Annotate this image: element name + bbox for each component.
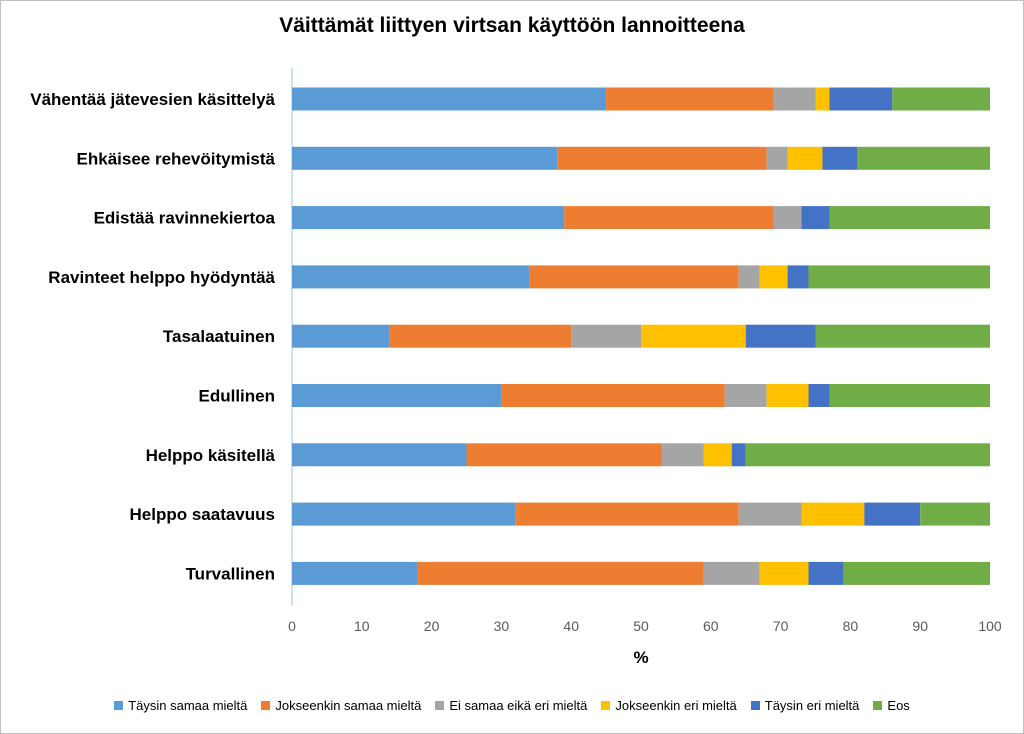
legend-label: Jokseenkin eri mieltä — [615, 698, 737, 713]
legend-swatch — [435, 701, 445, 710]
bar-segment — [892, 87, 990, 111]
category-label: Helppo saatavuus — [130, 505, 276, 524]
legend-label: Jokseenkin samaa mieltä — [275, 698, 422, 713]
legend-label: Täysin samaa mieltä — [128, 698, 248, 713]
x-tick-label: 20 — [424, 618, 440, 634]
bar-segment — [815, 324, 990, 348]
category-label: Edistää ravinnekiertoa — [94, 209, 276, 228]
bar-segment — [703, 443, 732, 467]
bar-segment — [557, 146, 767, 170]
legend-item: Ei samaa eikä eri mieltä — [435, 698, 587, 713]
x-tick-label: 100 — [978, 618, 1002, 634]
bar-segment — [529, 265, 739, 289]
bar-segment — [808, 265, 990, 289]
bar-segment — [466, 443, 662, 467]
bar-segment — [571, 324, 641, 348]
legend-swatch — [601, 701, 611, 710]
legend-item: Jokseenkin samaa mieltä — [261, 698, 421, 713]
x-axis-title: % — [633, 648, 648, 667]
bar-segment — [787, 265, 809, 289]
category-label: Ehkäisee rehevöitymistä — [77, 149, 276, 168]
x-tick-label: 30 — [494, 618, 510, 634]
bar-segment — [724, 384, 767, 407]
bar-segment — [292, 443, 467, 467]
bar-segment — [843, 561, 990, 585]
bar-segment — [292, 561, 418, 585]
x-tick-label: 40 — [563, 618, 579, 634]
bar-segment — [808, 384, 830, 407]
x-tick-label: 60 — [703, 618, 719, 634]
bar-segment — [773, 87, 816, 111]
category-label: Tasalaatuinen — [163, 327, 275, 346]
x-tick-label: 70 — [773, 618, 789, 634]
bar-segment — [829, 206, 990, 230]
bar-segment — [759, 561, 809, 585]
bar-segment — [292, 502, 516, 526]
bar-segment — [292, 324, 390, 348]
bar-segment — [773, 206, 802, 230]
bar-segment — [745, 443, 990, 467]
bar-segment — [641, 324, 746, 348]
bar-segment — [501, 384, 725, 407]
legend-label: Eos — [887, 698, 910, 713]
bar-segment — [292, 384, 502, 407]
legend-item: Eos — [873, 698, 910, 713]
bar-segment — [815, 87, 830, 111]
legend-swatch — [873, 701, 883, 710]
x-tick-label: 90 — [912, 618, 928, 634]
chart-title: Väittämät liittyen virtsan käyttöön lann… — [279, 14, 745, 37]
bar-segment — [801, 502, 865, 526]
bar-segment — [389, 324, 572, 348]
bar-segment — [738, 265, 760, 289]
bar-segment — [417, 561, 704, 585]
legend-label: Ei samaa eikä eri mieltä — [449, 698, 588, 713]
legend-item: Täysin samaa mieltä — [114, 698, 247, 713]
bar-segment — [801, 206, 830, 230]
x-tick-label: 50 — [633, 618, 649, 634]
bar-segment — [661, 443, 704, 467]
category-label: Ravinteet helppo hyödyntää — [48, 268, 275, 287]
legend-item: Täysin eri mieltä — [750, 698, 860, 713]
legend-label: Täysin eri mieltä — [764, 698, 860, 713]
legend-swatch — [750, 701, 760, 710]
bar-segment — [766, 384, 809, 407]
bar-segment — [703, 561, 760, 585]
x-tick-label: 10 — [354, 618, 370, 634]
bar-segment — [292, 265, 530, 289]
bar-segment — [808, 561, 844, 585]
bar-segment — [822, 146, 858, 170]
category-label: Helppo käsitellä — [146, 446, 276, 465]
category-label: Edullinen — [199, 387, 276, 406]
bar-segment — [920, 502, 990, 526]
bar-segment — [606, 87, 774, 111]
bar-segment — [864, 502, 921, 526]
chart-legend: Täysin samaa mieltä Jokseenkin samaa miel… — [0, 698, 1024, 713]
bar-segment — [787, 146, 823, 170]
bar-segment — [292, 206, 565, 230]
bar-segment — [292, 87, 607, 111]
x-tick-label: 0 — [288, 618, 296, 634]
bar-segment — [745, 324, 816, 348]
category-label: Vähentää jätevesien käsittelyä — [30, 90, 275, 109]
bar-segment — [564, 206, 774, 230]
bar-segment — [829, 87, 893, 111]
x-tick-label: 80 — [843, 618, 859, 634]
bar-segment — [759, 265, 788, 289]
bar-segment — [515, 502, 739, 526]
bar-segment — [738, 502, 802, 526]
legend-swatch — [114, 701, 124, 710]
legend-item: Jokseenkin eri mieltä — [601, 698, 737, 713]
legend-swatch — [261, 701, 271, 710]
bar-segment — [731, 443, 746, 467]
bar-segment — [292, 146, 558, 170]
category-label: Turvallinen — [186, 564, 275, 583]
bar-segment — [857, 146, 990, 170]
bar-segment — [766, 146, 788, 170]
bar-segment — [829, 384, 990, 407]
